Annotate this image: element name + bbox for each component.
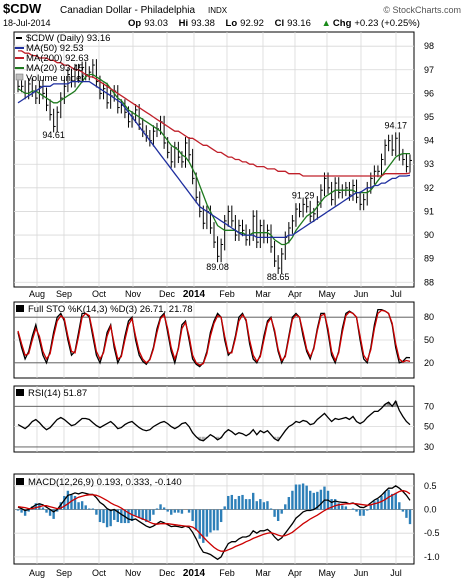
x-tick-label: 2014 — [183, 289, 206, 300]
exchange-text: INDX — [208, 6, 228, 15]
x-tick-label: Mar — [255, 289, 271, 299]
x-tick-label: Jun — [354, 289, 369, 299]
stockcharts-watermark: © StockCharts.com — [383, 5, 461, 15]
symbol-text: $CDW — [3, 1, 42, 16]
axis-labels: Aug Aug Sep Sep Oct Oct Nov Nov Dec Dec 2014 2014 Fe… — [29, 41, 440, 579]
y-tick-label: 70 — [424, 401, 434, 411]
x-tick-label: 2014 — [183, 568, 206, 579]
y-tick-label: 89 — [424, 254, 434, 264]
series-line--d — [17, 309, 411, 366]
legend-entry: MA(200) 92.63 — [26, 53, 89, 64]
y-tick-label: -1.0 — [424, 552, 440, 562]
y-tick-label: 93 — [424, 159, 434, 169]
series-line-ma-50- — [17, 80, 411, 239]
x-tick-label: Feb — [219, 568, 235, 578]
x-tick-label: Sep — [56, 568, 72, 578]
series-line-ma-20- — [17, 73, 410, 246]
y-tick-label: 94 — [424, 136, 434, 146]
price-annotation: 91.29 — [292, 191, 315, 201]
svg-text:Full STO %K(14,3) %D(3) 26.71,: Full STO %K(14,3) %D(3) 26.71, 21.78 — [28, 304, 193, 315]
price-annotation: 94.17 — [384, 121, 407, 131]
y-tick-label: 97 — [424, 65, 434, 75]
y-tick-label: 90 — [424, 230, 434, 240]
x-tick-label: Aug — [29, 568, 45, 578]
x-tick-label: Mar — [255, 568, 271, 578]
x-tick-label: May — [318, 568, 336, 578]
instrument-name: Canadian Dollar - Philadelphia — [60, 5, 196, 16]
legend-entry: MA(50) 92.53 — [26, 43, 84, 54]
stochastic-title: Full STO %K(14,3) %D(3) 26.71, 21.78 — [16, 304, 193, 315]
series-line-signal — [17, 489, 411, 552]
x-tick-label: Oct — [92, 289, 107, 299]
x-tick-label: Jun — [354, 568, 369, 578]
legend-entry: Volume undef — [26, 73, 84, 84]
series-layer — [17, 50, 412, 561]
series-line-macd — [17, 485, 411, 561]
x-tick-label: Nov — [125, 568, 142, 578]
legend-swatch-volume — [15, 73, 24, 81]
up-arrow-icon: ▲ — [322, 18, 331, 29]
macd-title: MACD(12,26,9) 0.193, 0.333, -0.140 — [16, 477, 182, 488]
date-text: 18-Jul-2014 — [3, 18, 51, 28]
x-tick-label: Dec — [159, 289, 176, 299]
x-tick-label: Feb — [219, 289, 235, 299]
legend-entry: $CDW (Daily) 93.16 — [26, 33, 110, 44]
x-tick-label: Aug — [29, 289, 45, 299]
y-tick-label: 91 — [424, 206, 434, 216]
x-tick-label: Jul — [390, 289, 402, 299]
svg-text:RSI(14) 51.87: RSI(14) 51.87 — [28, 388, 87, 399]
legend-entry: MA(20) 93.45 — [26, 63, 84, 74]
y-tick-label: 0.5 — [424, 481, 437, 491]
quote-line: Op 93.03 Hi 93.38 Lo 92.92 Cl 93.16 ▲ Chg +0.2… — [128, 18, 420, 29]
svg-text:MACD(12,26,9) 0.193, 0.333, -0: MACD(12,26,9) 0.193, 0.333, -0.140 — [28, 477, 182, 488]
price-annotation: 94.61 — [42, 130, 65, 140]
x-tick-label: Jul — [390, 568, 402, 578]
x-tick-label: May — [318, 289, 336, 299]
y-tick-label: 0.0 — [424, 505, 437, 515]
x-tick-label: Sep — [56, 289, 72, 299]
indicator-shading — [16, 401, 412, 543]
x-tick-label: Nov — [125, 289, 142, 299]
price-annotation: 89.08 — [206, 262, 229, 272]
y-tick-label: 30 — [424, 442, 434, 452]
y-tick-label: 98 — [424, 41, 434, 51]
y-tick-label: 88 — [424, 277, 434, 287]
y-tick-label: 50 — [424, 422, 434, 432]
y-tick-label: -0.5 — [424, 528, 440, 538]
x-tick-label: Apr — [288, 289, 302, 299]
rsi-title: RSI(14) 51.87 — [16, 388, 87, 399]
y-tick-label: 95 — [424, 112, 434, 122]
price-annotation: 88.65 — [267, 272, 290, 282]
x-tick-label: Apr — [288, 568, 302, 578]
x-tick-label: Dec — [159, 568, 176, 578]
y-tick-label: 92 — [424, 183, 434, 193]
x-tick-label: Oct — [92, 568, 107, 578]
series-line-ma-200- — [18, 50, 411, 177]
y-tick-label: 96 — [424, 88, 434, 98]
series-line-rsi-14- — [17, 399, 411, 442]
y-tick-label: 20 — [424, 358, 434, 368]
y-tick-label: 80 — [424, 312, 434, 322]
y-tick-label: 50 — [424, 335, 434, 345]
